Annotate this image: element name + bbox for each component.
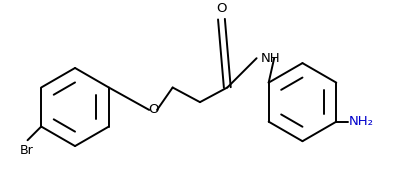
Text: NH: NH xyxy=(261,52,280,65)
Text: O: O xyxy=(216,2,227,15)
Text: O: O xyxy=(148,104,158,116)
Text: NH₂: NH₂ xyxy=(349,115,374,128)
Text: Br: Br xyxy=(20,144,33,157)
